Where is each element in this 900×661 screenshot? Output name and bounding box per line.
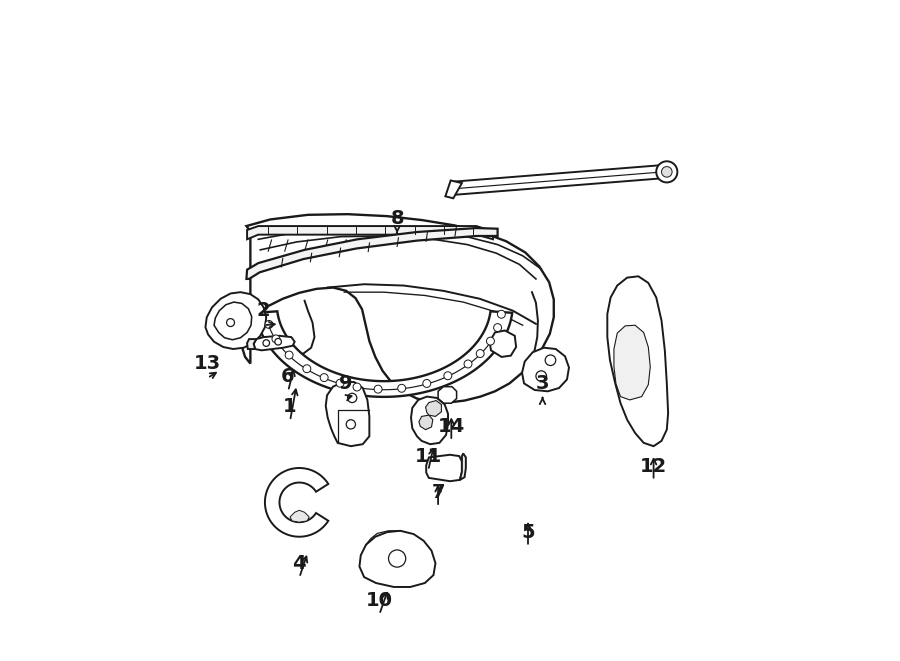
Circle shape xyxy=(347,393,356,403)
Circle shape xyxy=(662,167,672,177)
Circle shape xyxy=(227,319,235,327)
Polygon shape xyxy=(290,510,310,522)
Polygon shape xyxy=(460,453,466,480)
Polygon shape xyxy=(240,299,261,327)
Circle shape xyxy=(464,360,472,368)
Text: 7: 7 xyxy=(431,483,445,502)
Circle shape xyxy=(476,350,484,358)
Text: 2: 2 xyxy=(256,301,270,320)
Polygon shape xyxy=(452,165,661,195)
Text: 3: 3 xyxy=(536,374,549,393)
Circle shape xyxy=(545,355,556,366)
Circle shape xyxy=(444,371,452,379)
Text: 8: 8 xyxy=(391,209,404,227)
Circle shape xyxy=(263,340,269,346)
Polygon shape xyxy=(608,276,668,446)
Circle shape xyxy=(272,335,280,343)
Polygon shape xyxy=(522,348,569,391)
Circle shape xyxy=(266,321,273,329)
Polygon shape xyxy=(265,468,328,537)
Polygon shape xyxy=(438,387,456,403)
Polygon shape xyxy=(205,292,266,349)
Polygon shape xyxy=(247,228,498,279)
Circle shape xyxy=(493,324,501,332)
Circle shape xyxy=(374,385,382,393)
Polygon shape xyxy=(614,325,651,400)
Circle shape xyxy=(303,365,310,373)
Circle shape xyxy=(336,379,344,387)
Circle shape xyxy=(285,351,293,359)
Circle shape xyxy=(274,338,282,345)
Polygon shape xyxy=(426,401,441,416)
Polygon shape xyxy=(254,336,294,350)
Polygon shape xyxy=(248,339,256,349)
Polygon shape xyxy=(411,397,448,444)
Polygon shape xyxy=(446,180,462,198)
Polygon shape xyxy=(256,311,512,397)
Text: 14: 14 xyxy=(437,417,465,436)
Circle shape xyxy=(389,550,406,567)
Polygon shape xyxy=(214,302,252,340)
Circle shape xyxy=(656,161,678,182)
Text: 9: 9 xyxy=(338,374,352,393)
Circle shape xyxy=(346,420,356,429)
Circle shape xyxy=(320,373,328,381)
Text: 6: 6 xyxy=(281,368,295,386)
Text: 1: 1 xyxy=(284,397,297,416)
Polygon shape xyxy=(359,531,436,587)
Circle shape xyxy=(353,383,361,391)
Text: 11: 11 xyxy=(415,447,442,465)
Polygon shape xyxy=(326,382,369,446)
Circle shape xyxy=(536,371,546,381)
Text: 10: 10 xyxy=(365,591,392,609)
Polygon shape xyxy=(427,455,462,481)
Circle shape xyxy=(498,310,505,318)
Circle shape xyxy=(423,379,431,387)
Text: 5: 5 xyxy=(521,523,535,541)
Text: 12: 12 xyxy=(640,457,667,475)
Polygon shape xyxy=(490,330,516,357)
Polygon shape xyxy=(242,214,554,403)
Text: 13: 13 xyxy=(194,354,221,373)
Circle shape xyxy=(398,384,406,392)
Polygon shape xyxy=(248,226,493,239)
Polygon shape xyxy=(418,415,433,430)
Text: 4: 4 xyxy=(292,554,306,572)
Circle shape xyxy=(487,337,494,345)
